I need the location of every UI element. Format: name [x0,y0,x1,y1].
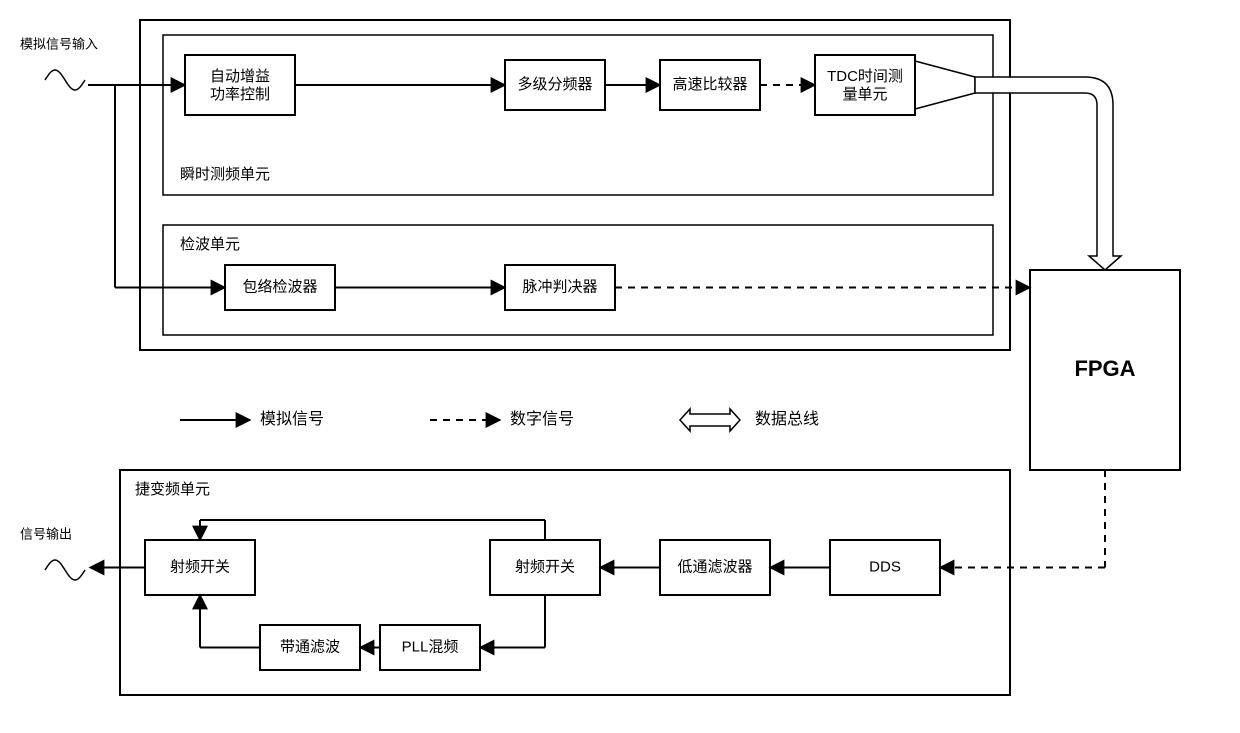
bus-funnel-icon [915,61,975,109]
fpga-label: FPGA [1074,356,1135,381]
pulse-label: 脉冲判决器 [522,278,597,295]
envelope-label: 包络检波器 [242,278,317,295]
output-wave-icon [45,560,85,580]
agile-unit-label: 捷变频单元 [135,481,210,498]
divider-label: 多级分频器 [517,76,592,93]
agc-label1: 自动增益 [210,68,270,85]
output-label: 信号输出 [20,526,72,541]
comparator-label: 高速比较器 [672,75,747,93]
agc-label2: 功率控制 [210,86,270,103]
tdc-label1: TDC时间测 [827,68,903,85]
input-label: 模拟信号输入 [20,36,98,51]
input-wave-icon [45,70,85,90]
dds-label: DDS [869,558,901,575]
pll-label: PLL混频 [402,638,459,655]
legend-bus: 数据总线 [755,410,819,428]
legend-digital: 数字信号 [510,410,574,428]
sw2-label: 射频开关 [515,558,575,575]
tdc-to-fpga-bus [975,77,1121,270]
sw1-label: 射频开关 [170,558,230,575]
tdc-label2: 量单元 [842,86,887,103]
lpf-label: 低通滤波器 [677,558,752,575]
block-diagram: 瞬时测频单元 自动增益功率控制 多级分频器 高速比较器 TDC时间测量单元检波单元包络检… [0,0,1240,733]
bpf-label: 带通滤波 [280,638,340,655]
legend-bus-icon [680,409,740,431]
legend-analog: 模拟信号 [260,410,324,428]
detection-unit-label: 检波单元 [180,236,240,253]
ifm-unit-label: 瞬时测频单元 [180,166,270,183]
agile-unit-box [120,470,1010,695]
